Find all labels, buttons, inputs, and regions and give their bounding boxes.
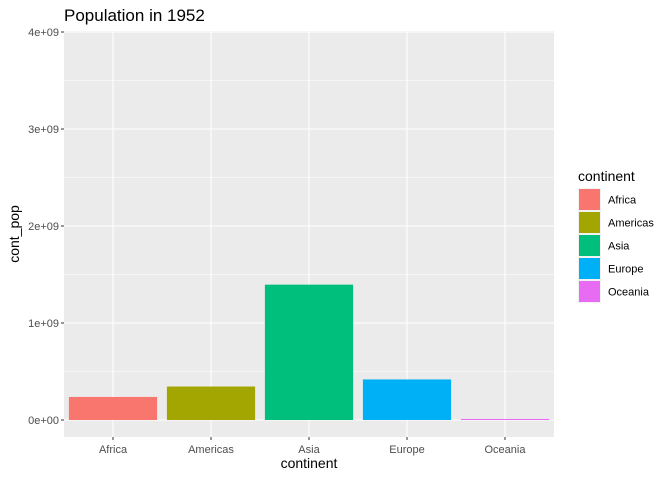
bar-africa bbox=[68, 396, 158, 420]
y-tick-label: 4e+09 bbox=[28, 27, 59, 39]
y-axis-title: cont_pop bbox=[6, 205, 22, 263]
x-tick-label: Oceania bbox=[485, 444, 527, 456]
legend-label: Oceania bbox=[608, 287, 650, 299]
x-tick-label: Americas bbox=[188, 444, 234, 456]
y-tick-label: 3e+09 bbox=[28, 124, 59, 136]
bar-asia bbox=[264, 284, 354, 420]
bar-oceania bbox=[460, 418, 550, 420]
x-tick-label: Asia bbox=[298, 444, 320, 456]
bars bbox=[68, 284, 550, 420]
x-tick-label: Europe bbox=[389, 444, 424, 456]
legend-label: Africa bbox=[608, 195, 637, 207]
legend-key-asia bbox=[579, 235, 600, 256]
legend-key-oceania bbox=[579, 281, 600, 302]
legend-key-europe bbox=[579, 258, 600, 279]
y-tick-label: 0e+00 bbox=[28, 415, 59, 427]
legend-title: continent bbox=[578, 168, 635, 184]
y-axis: 0e+00 1e+09 2e+09 3e+09 4e+09 bbox=[28, 27, 64, 427]
legend-key-americas bbox=[579, 212, 600, 233]
chart-title: Population in 1952 bbox=[64, 6, 205, 25]
y-tick-label: 2e+09 bbox=[28, 221, 59, 233]
x-tick-label: Africa bbox=[99, 444, 128, 456]
bar-americas bbox=[166, 386, 256, 420]
bar-europe bbox=[362, 379, 452, 420]
legend: continent Africa Americas Asia Europe Oceani… bbox=[578, 168, 654, 303]
y-tick-label: 1e+09 bbox=[28, 318, 59, 330]
legend-label: Asia bbox=[608, 241, 630, 253]
x-axis: Africa Americas Asia Europe Oceania bbox=[99, 437, 526, 456]
legend-label: Europe bbox=[608, 264, 643, 276]
legend-label: Americas bbox=[608, 218, 654, 230]
legend-key-africa bbox=[579, 189, 600, 210]
x-axis-title: continent bbox=[281, 455, 338, 471]
